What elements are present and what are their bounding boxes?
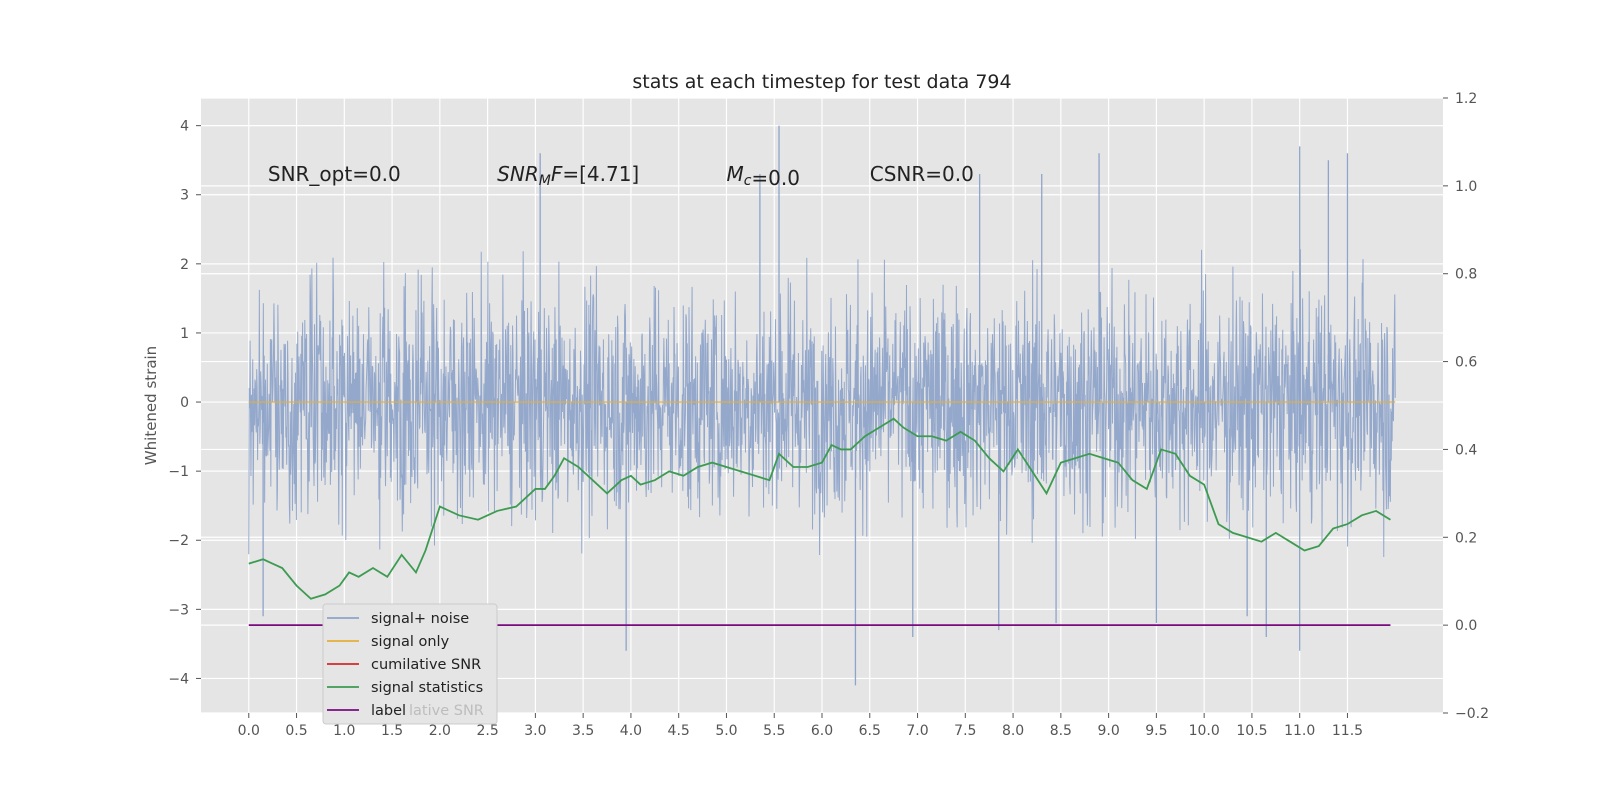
x-tick-label: 0.5: [285, 723, 307, 739]
legend-ghost-text: lative SNR: [409, 703, 484, 719]
x-tick-label: 3.5: [572, 723, 594, 739]
y2-tick-label: 1.0: [1455, 179, 1477, 195]
y-tick-label: 3: [180, 188, 189, 204]
y-axis-label: Whitened strain: [142, 346, 160, 465]
y-tick-label: −3: [168, 602, 189, 618]
annotation: SNRMF=[4.71]: [497, 162, 639, 189]
x-tick-label: 4.0: [620, 723, 642, 739]
y-tick-label: 2: [180, 257, 189, 273]
annotation: Mc=0.0: [726, 162, 800, 190]
x-tick-label: 2.0: [429, 723, 451, 739]
y2-tick-label: 0.2: [1455, 530, 1477, 546]
y2-tick-label: 1.2: [1455, 91, 1477, 107]
x-tick-label: 5.0: [715, 723, 737, 739]
y-tick-label: −2: [168, 533, 189, 549]
x-tick-label: 7.5: [954, 723, 976, 739]
y2-tick-label: 0.0: [1455, 618, 1477, 634]
legend-label: signal statistics: [371, 680, 483, 696]
legend-label: signal+ noise: [371, 611, 469, 627]
x-tick-label: 7.0: [906, 723, 928, 739]
x-tick-label: 2.5: [476, 723, 498, 739]
x-tick-label: 1.0: [333, 723, 355, 739]
legend-label: label: [371, 703, 406, 719]
y2-tick-label: −0.2: [1455, 706, 1489, 722]
x-tick-label: 9.0: [1097, 723, 1119, 739]
x-tick-label: 6.0: [811, 723, 833, 739]
y2-tick-label: 0.8: [1455, 267, 1477, 283]
y-tick-label: −4: [168, 671, 189, 687]
series-signal-plus-noise: [248, 125, 1396, 686]
x-tick-label: 8.5: [1050, 723, 1072, 739]
signal-plus-noise-line: [248, 249, 1396, 557]
x-tick-label: 0.0: [238, 723, 260, 739]
y-tick-label: 4: [180, 119, 189, 135]
x-tick-label: 5.5: [763, 723, 785, 739]
x-tick-label: 11.0: [1284, 723, 1315, 739]
series-signal-statistics-line: [248, 417, 1391, 600]
x-tick-label: 6.5: [859, 723, 881, 739]
x-tick-label: 9.5: [1145, 723, 1167, 739]
x-tick-label: 10.0: [1189, 723, 1220, 739]
annotation: CSNR=0.0: [870, 162, 974, 186]
x-tick-label: 10.5: [1236, 723, 1267, 739]
y2-tick-label: 0.4: [1455, 442, 1477, 458]
x-tick-label: 4.5: [668, 723, 690, 739]
y2-axis: −0.2 0.0 0.2 0.4 0.6 0.8 1.0 1.2: [1443, 91, 1489, 722]
y-tick-label: 1: [180, 326, 189, 342]
legend: signal+ noise signal only cumilative SNR si…: [322, 603, 498, 725]
y-tick-label: −1: [168, 464, 189, 480]
x-tick-label: 3.0: [524, 723, 546, 739]
annotation: SNR_opt=0.0: [268, 162, 401, 186]
y-axis: −4 −3 −2 −1 0 1 2 3 4: [168, 119, 201, 687]
x-tick-label: 8.0: [1002, 723, 1024, 739]
y-tick-label: 0: [180, 395, 189, 411]
chart-title: stats at each timestep for test data 794: [632, 71, 1011, 93]
legend-label: signal only: [371, 634, 450, 650]
legend-label: cumilative SNR: [371, 657, 481, 673]
x-tick-label: 1.5: [381, 723, 403, 739]
y2-tick-label: 0.6: [1455, 355, 1477, 371]
legend-box: [322, 603, 498, 725]
annotations: SNR_opt=0.0 SNRMF=[4.71] Mc=0.0 CSNR=0.0: [268, 162, 974, 190]
x-tick-label: 11.5: [1332, 723, 1363, 739]
x-axis: 0.0 0.5 1.0 1.5 2.0 2.5 3.0 3.5 4.0 4.5 5.0 5.5 6.0 6…: [238, 713, 1363, 739]
